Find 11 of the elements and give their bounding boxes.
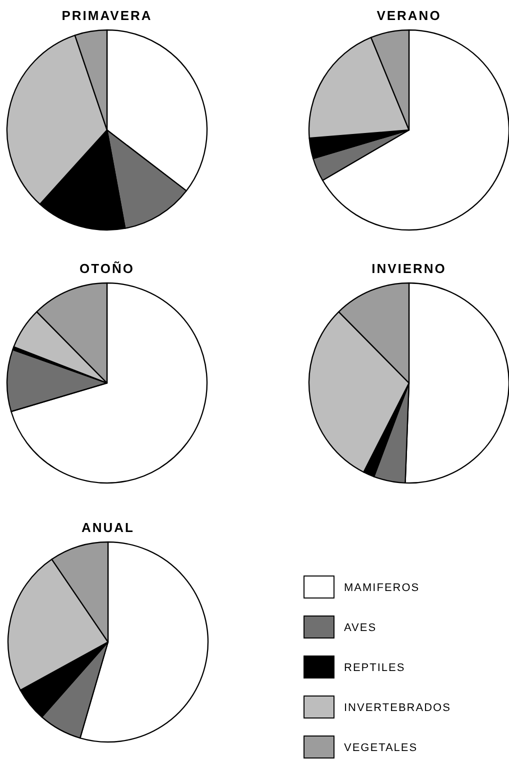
chart-title: INVIERNO (372, 261, 446, 276)
chart-title: OTOÑO (80, 261, 134, 276)
legend-label: INVERTEBRADOS (344, 702, 451, 714)
legend-label: MAMIFEROS (344, 582, 420, 594)
chart-title: ANUAL (82, 520, 134, 535)
chart-title: VERANO (376, 8, 442, 23)
legend-label: REPTILES (344, 662, 406, 674)
legend-label: AVES (344, 622, 377, 634)
pie-slice (10, 282, 208, 484)
chart-title: PRIMAVERA (62, 8, 152, 23)
legend-label: VEGETALES (344, 742, 418, 754)
